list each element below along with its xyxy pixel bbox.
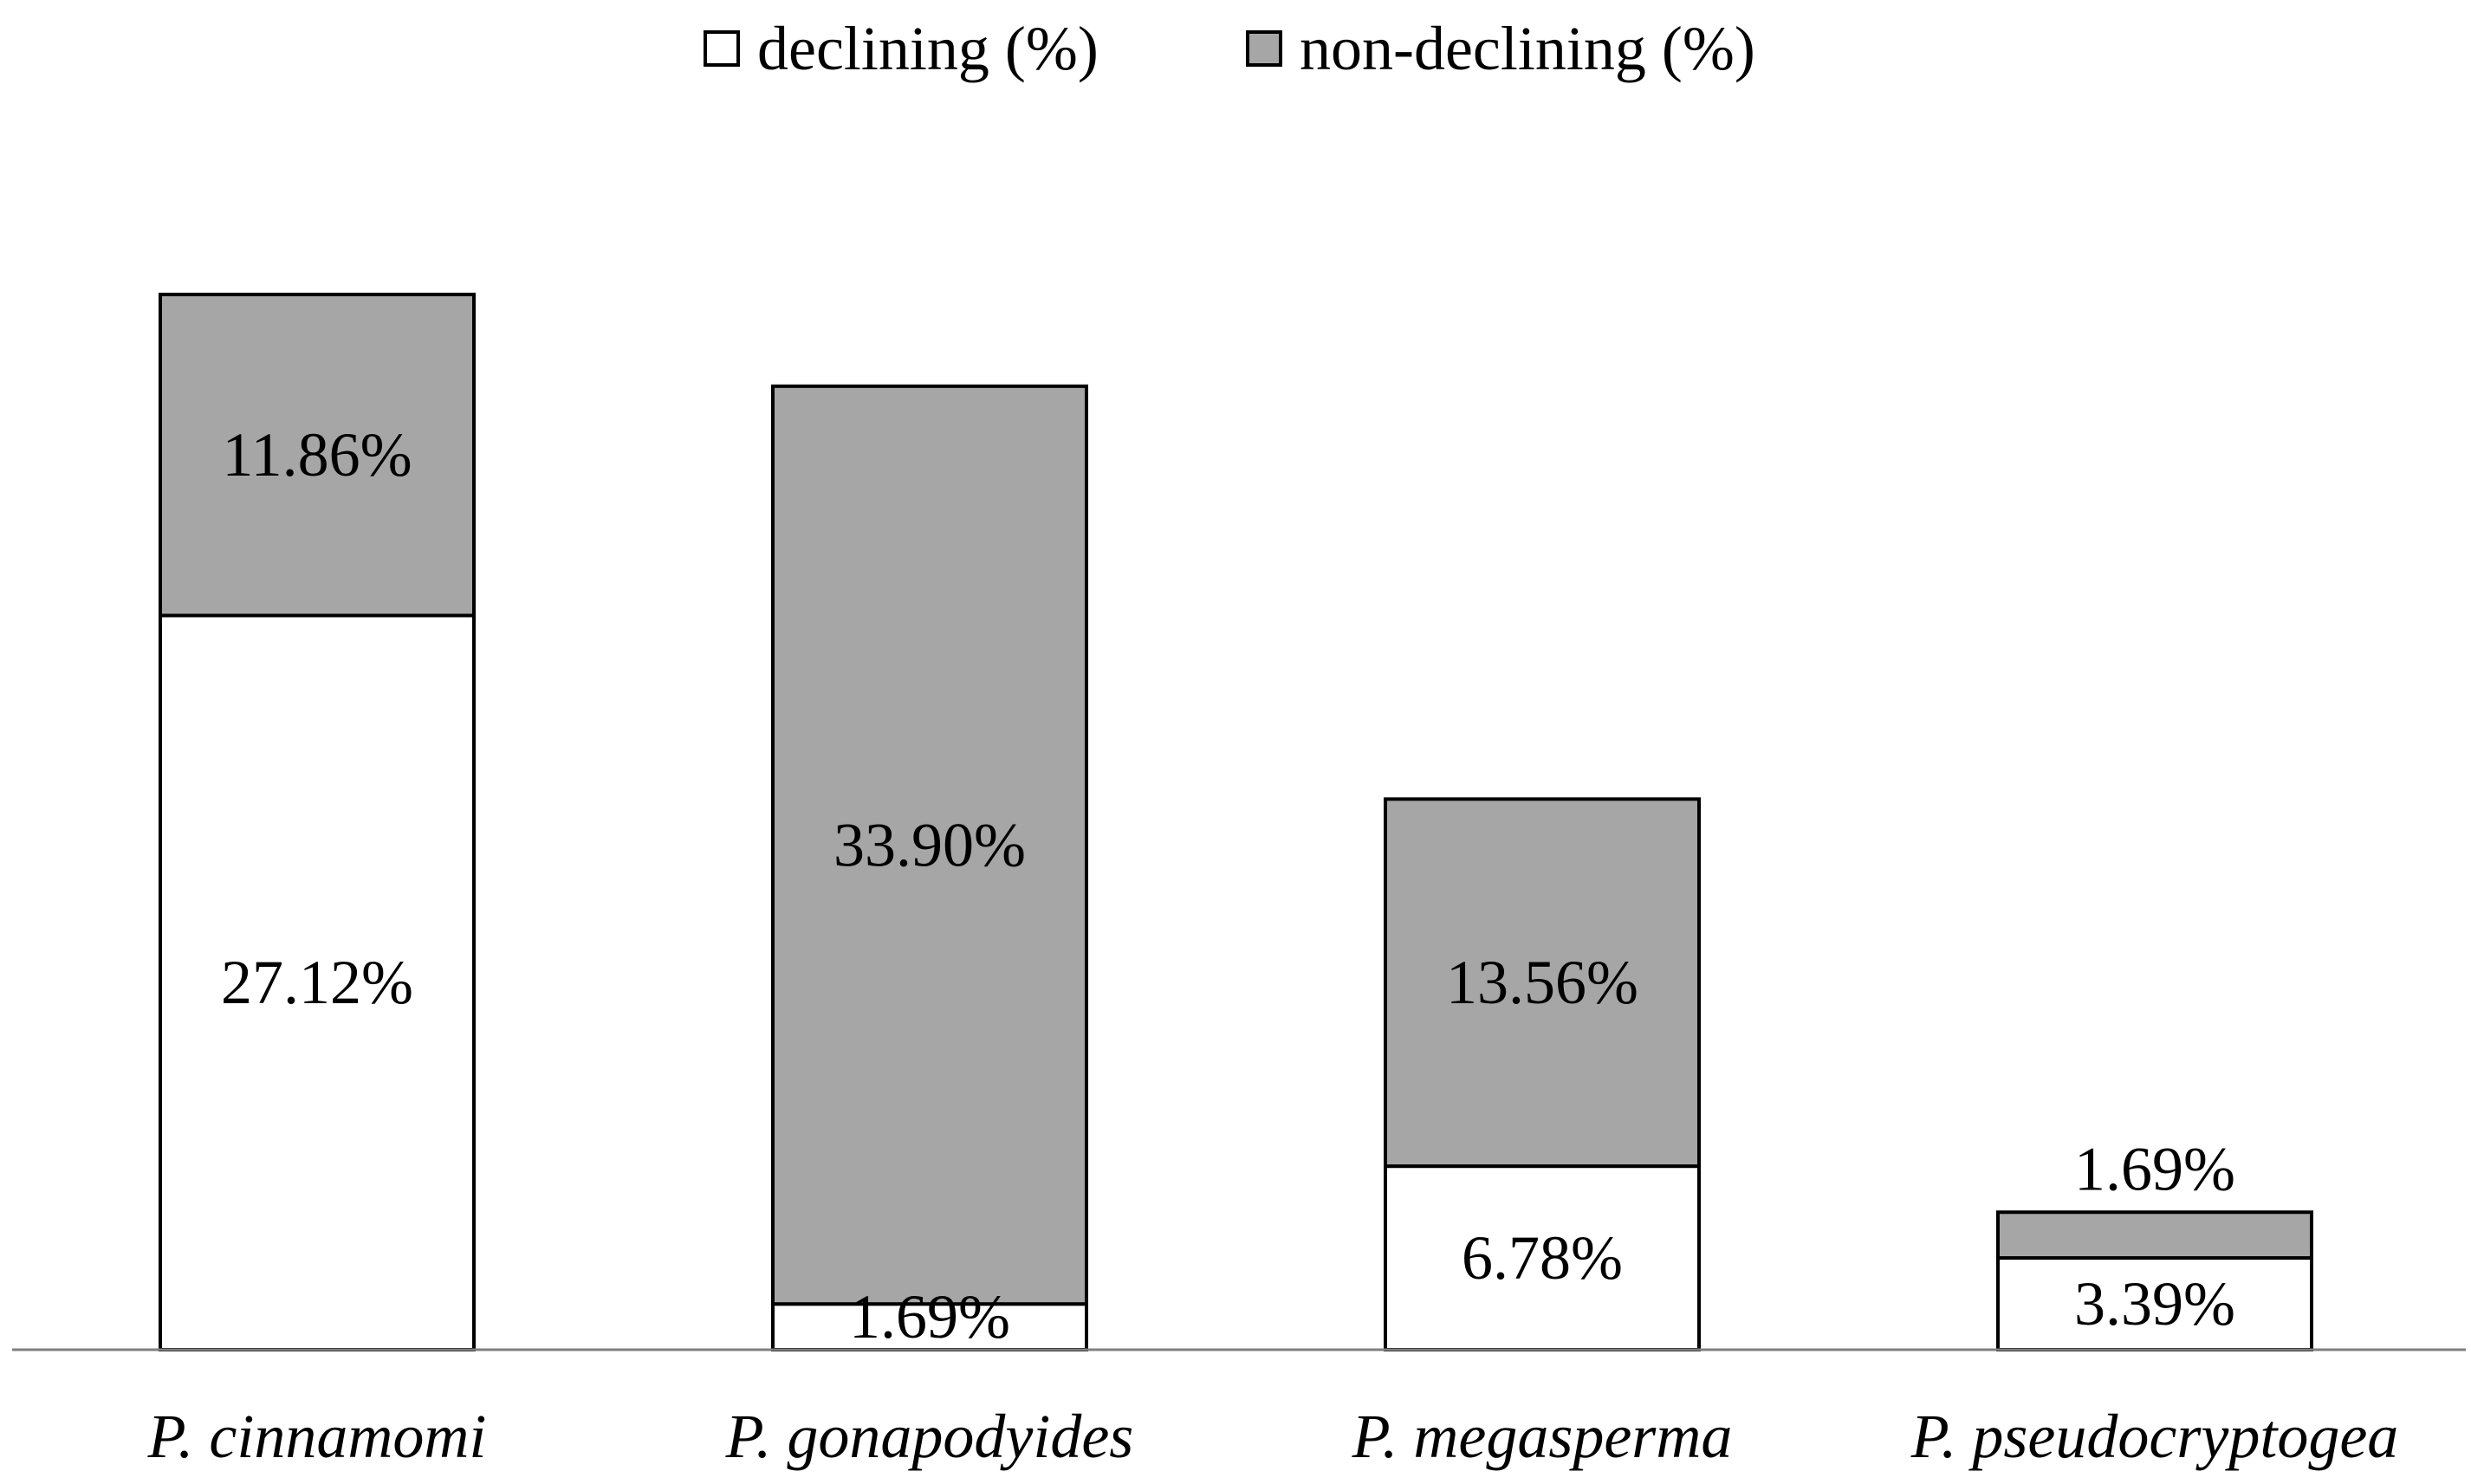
x-tick-labels: P. cinnamomi P. gonapodyides P. megasperma…: [147, 1402, 2399, 1471]
legend: declining (%) non-declining (%): [704, 14, 1755, 83]
data-label-p-megasperma-declining: 6.78%: [1462, 1223, 1623, 1293]
data-label-p-cinnamomi-declining: 27.12%: [221, 948, 413, 1017]
data-label-p-gonapodyides-declining: 1.69%: [849, 1282, 1010, 1351]
data-label-p-pseudocryptogea-declining: 3.39%: [2074, 1269, 2235, 1338]
data-label-p-megasperma-non-declining: 13.56%: [1446, 948, 1638, 1017]
bar-p-pseudocryptogea-non-declining: [1996, 1210, 2313, 1260]
data-labels: 27.12% 11.86% 1.69% 33.90% 6.78% 13.56% 3.39% 1…: [221, 420, 2235, 1351]
data-label-p-gonapodyides-non-declining: 33.90%: [833, 810, 1026, 879]
legend-swatch-declining: [704, 30, 740, 67]
x-tick-label-p-pseudocryptogea: P. pseudocryptogea: [1910, 1402, 2399, 1471]
x-tick-label-p-cinnamomi: P. cinnamomi: [147, 1402, 487, 1471]
bar-p-megasperma-non-declining: [1384, 797, 1701, 1169]
data-label-p-pseudocryptogea-non-declining: 1.69%: [2074, 1134, 2235, 1203]
legend-label-declining: declining (%): [757, 14, 1099, 83]
x-tick-label-p-megasperma: P. megasperma: [1352, 1402, 1733, 1471]
bars: [159, 292, 2313, 1351]
bar-p-cinnamomi-declining: [159, 613, 476, 1351]
legend-label-non-declining: non-declining (%): [1300, 14, 1755, 83]
bar-p-cinnamomi-non-declining: [159, 292, 476, 618]
bar-p-gonapodyides-non-declining: [771, 384, 1088, 1306]
data-label-p-cinnamomi-non-declining: 11.86%: [222, 420, 412, 489]
x-tick-label-p-gonapodyides: P. gonapodyides: [725, 1402, 1134, 1471]
legend-swatch-non-declining: [1246, 30, 1282, 67]
